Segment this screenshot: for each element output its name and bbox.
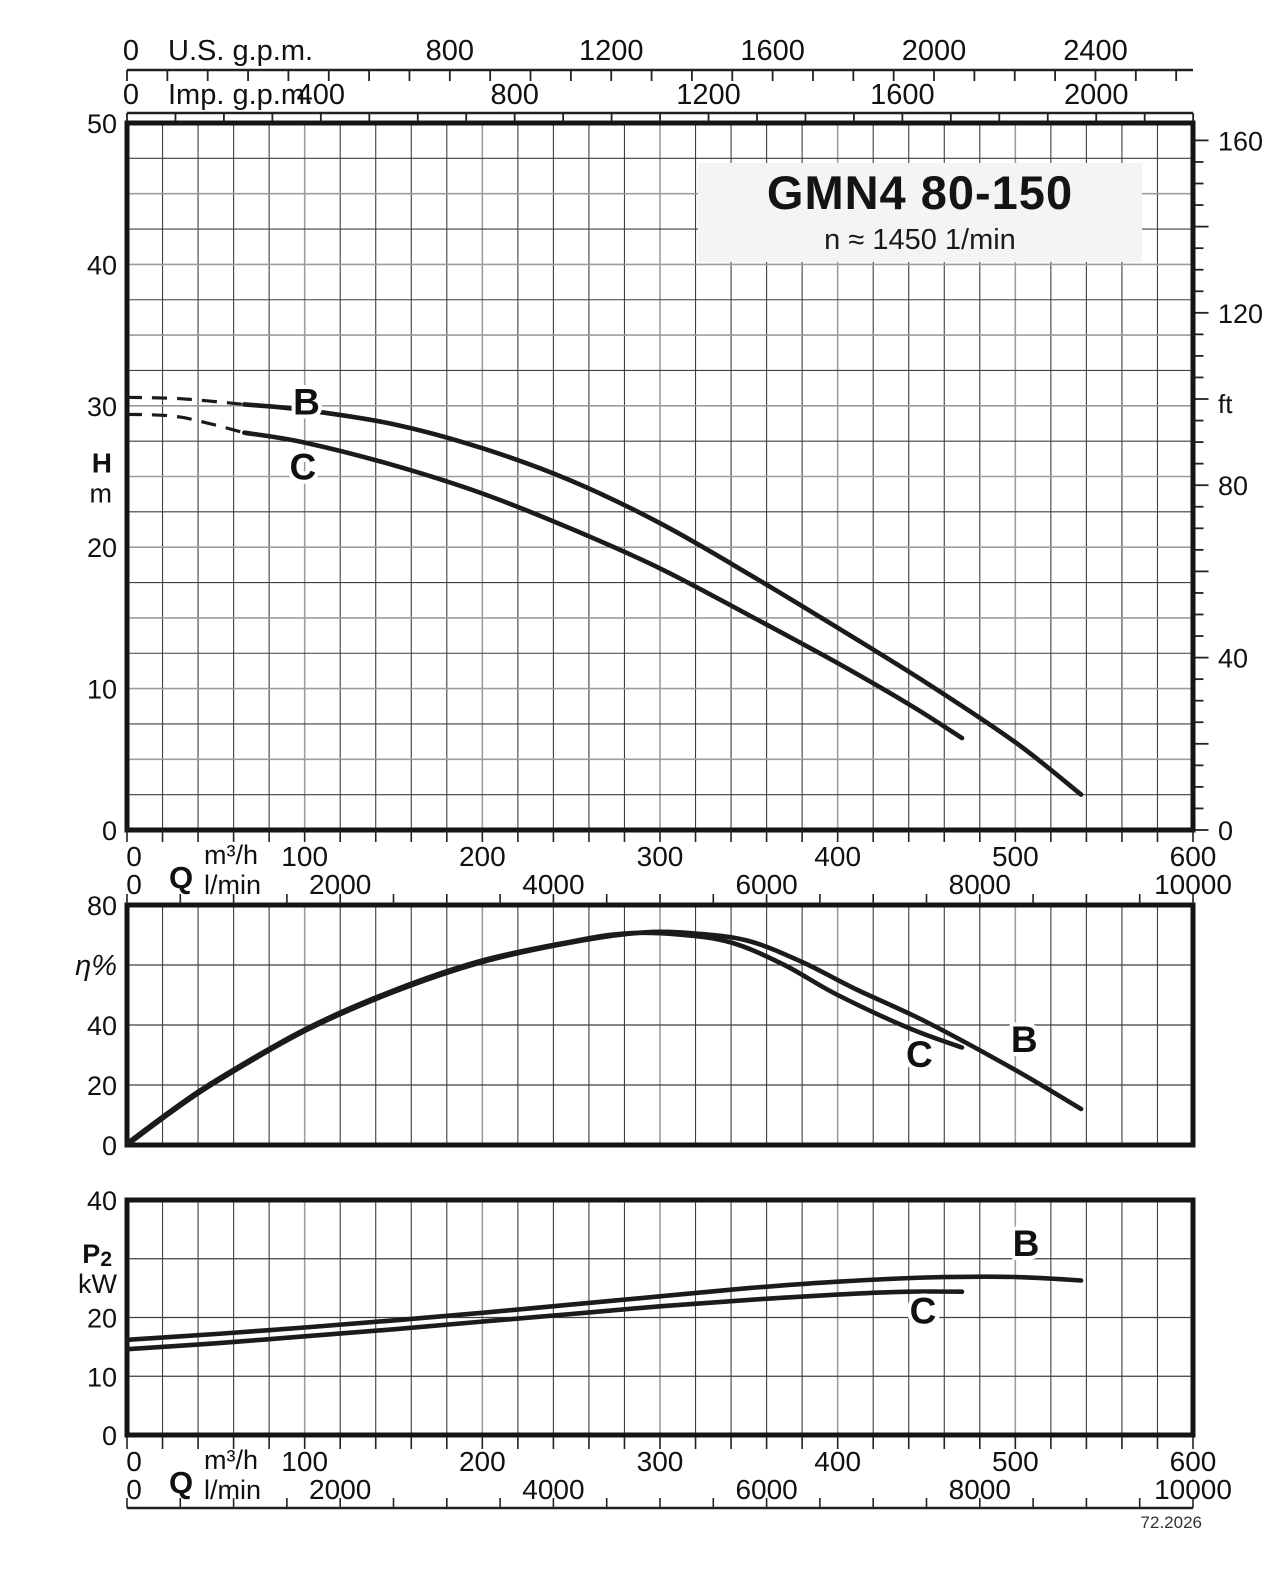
pump-title-box: GMN4 80-150 n ≈ 1450 1/min	[698, 163, 1142, 262]
y-tick-label: 80	[87, 891, 117, 921]
y-axis-label: P2	[82, 1239, 112, 1271]
ft-tick-label: 160	[1218, 126, 1263, 156]
y-tick-label: 40	[87, 1186, 117, 1216]
curve-C	[242, 430, 965, 741]
y-tick-label: 40	[87, 1011, 117, 1041]
lmin-ruler-head	[126, 894, 1194, 904]
x-axis-unit-primary: m³/h	[204, 840, 258, 870]
y-tick-label: 20	[87, 1071, 117, 1101]
axis-title: Imp. g.p.m.	[168, 79, 313, 111]
y-tick-label: 30	[87, 392, 117, 422]
ft-tick-label: 120	[1218, 299, 1263, 329]
axis-zero-label: 0	[123, 79, 139, 111]
power-frame	[124, 1197, 1196, 1438]
tick-label: 100	[281, 841, 328, 872]
y-axis-unit: kW	[78, 1269, 118, 1299]
x-axis-unit-secondary: l/min	[204, 1475, 261, 1505]
efficiency-chart: 0 20 40 80 η% B C	[75, 891, 1196, 1161]
x-axis-unit-secondary: l/min	[204, 870, 261, 900]
y-tick-label: 0	[102, 1131, 117, 1161]
tick-label: 400	[814, 841, 861, 872]
y-axis-unit: m	[90, 478, 113, 508]
y-tick-label: 0	[102, 1421, 117, 1451]
curve-C	[124, 930, 965, 1146]
curve-label-C: C	[910, 1290, 937, 1331]
plate-number: 72.2026	[1140, 1513, 1202, 1532]
pump-speed: n ≈ 1450 1/min	[824, 224, 1016, 256]
axis-title: U.S. g.p.m.	[168, 35, 313, 67]
curve-label-C: C	[290, 446, 317, 487]
pump-model: GMN4 80-150	[766, 166, 1074, 219]
tick-label: 1200	[676, 79, 741, 111]
curve-B-dashed-segment	[126, 395, 245, 406]
tick-label: 300	[637, 841, 684, 872]
tick-label: 1600	[870, 79, 935, 111]
tick-label: 400	[297, 79, 345, 111]
curve-label-B: B	[293, 381, 320, 422]
axis-zero-label: 0	[123, 35, 139, 67]
tick-label: 0	[126, 869, 142, 900]
tick-label: 500	[992, 841, 1039, 872]
tick-label: 500	[992, 1446, 1039, 1477]
x-axis-head: 0 100 200 300 400 500 6000 2000 4000 6000 8000 1000…	[126, 830, 1232, 900]
y-tick-label: 10	[87, 1362, 117, 1392]
tick-label: 1600	[740, 35, 805, 67]
ft-tick-label: 0	[1218, 816, 1233, 846]
curve-label-B: B	[1013, 1223, 1040, 1264]
y-tick-label: 0	[102, 816, 117, 846]
tick-label: 1200	[579, 35, 644, 67]
tick-label: 2000	[902, 35, 967, 67]
tick-label: 200	[459, 841, 506, 872]
tick-label: 0	[126, 841, 142, 872]
curve-C-dashed-segment	[126, 412, 245, 435]
y-tick-label: 20	[87, 533, 117, 563]
tick-label: 0	[126, 1474, 142, 1505]
tick-label: 0	[126, 1446, 142, 1477]
x-axis-unit-primary: m³/h	[204, 1445, 258, 1475]
tick-label: 200	[459, 1446, 506, 1477]
ft-tick-label: 40	[1218, 644, 1248, 674]
x-axis-power: 0 100 200 300 400 500 6000 2000 4000 6000 8000 1000…	[126, 1437, 1232, 1505]
tick-label: 2400	[1063, 35, 1128, 67]
tick-label: 2000	[1064, 79, 1129, 111]
ft-axis-label: ft	[1218, 389, 1233, 419]
tick-label: 300	[637, 1446, 684, 1477]
head-chart: 0 10 20 30 40 50 Hm 0 40 80 120 160 ft BC	[87, 109, 1263, 846]
x-axis-label: Q	[169, 860, 193, 895]
lmin-ruler-power	[126, 1498, 1194, 1510]
curve-label-B: B	[1011, 1019, 1038, 1060]
tick-label: 100	[281, 1446, 328, 1477]
y-tick-label: 10	[87, 675, 117, 705]
y-axis-label: η%	[75, 950, 117, 982]
curve-B	[242, 402, 1084, 797]
tick-label: 600	[1170, 841, 1217, 872]
ft-tick-label: 80	[1218, 471, 1248, 501]
y-tick-label: 40	[87, 250, 117, 280]
tick-label: 800	[490, 79, 538, 111]
curve-B	[124, 1274, 1084, 1343]
y-axis-label: H	[92, 447, 112, 478]
y-tick-label: 50	[87, 109, 117, 139]
tick-label: 800	[426, 35, 474, 67]
tick-label: 400	[814, 1446, 861, 1477]
x-axis-label: Q	[169, 1465, 193, 1500]
efficiency-frame	[124, 902, 1196, 1148]
curve-C	[124, 1289, 965, 1352]
top-axis-us-gpm: 0 U.S. g.p.m. 800 1200 1600 2000 2400	[123, 35, 1193, 81]
curve-label-C: C	[906, 1034, 933, 1075]
y-tick-label: 20	[87, 1304, 117, 1334]
tick-label: 600	[1170, 1446, 1217, 1477]
top-axis-imp-gpm: 0 Imp. g.p.m.400 800 1200 1600 2000	[123, 79, 1195, 122]
